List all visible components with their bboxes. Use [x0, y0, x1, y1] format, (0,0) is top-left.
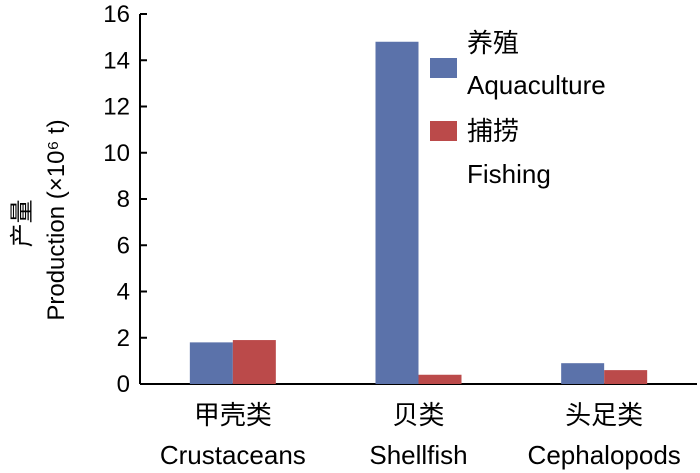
bar-fishing-shellfish	[418, 374, 462, 384]
x-category-label-en: Cephalopods	[528, 440, 681, 470]
legend-swatch-fishing	[430, 121, 457, 141]
bar-aquaculture-shellfish	[375, 41, 419, 384]
y-tick-label: 14	[103, 47, 130, 74]
bar-aquaculture-crustaceans	[189, 342, 233, 384]
y-tick-label: 0	[117, 371, 130, 398]
y-tick-label: 16	[103, 1, 130, 28]
y-axis-title-en: Production (×10⁶ t)	[43, 119, 70, 320]
bar-fishing-crustaceans	[232, 340, 276, 384]
y-tick-label: 10	[103, 140, 130, 167]
y-ticks: 0 2 4 6 8 10 12 14 16	[103, 1, 147, 398]
legend-label-cn: 养殖	[467, 28, 519, 58]
y-axis-title-cn: 产量	[9, 199, 36, 247]
x-category-label-cn: 贝类	[392, 400, 444, 430]
bars	[189, 41, 648, 384]
legend-label-cn: 捕捞	[467, 116, 519, 146]
y-tick-label: 12	[103, 94, 130, 121]
y-tick-label: 8	[117, 186, 130, 213]
x-category-label-en: Crustaceans	[160, 440, 306, 470]
y-tick-label: 4	[117, 279, 130, 306]
x-category-label-cn: 甲壳类	[194, 400, 272, 430]
legend-label-en: Aquaculture	[467, 70, 606, 100]
bar-fishing-cephalopods	[604, 370, 648, 384]
y-tick-label: 2	[117, 325, 130, 352]
legend-label-en: Fishing	[467, 159, 551, 189]
legend-swatch-aquaculture	[430, 58, 457, 78]
x-category-label-cn: 头足类	[565, 400, 643, 430]
x-category-labels: 甲壳类 Crustaceans 贝类 Shellfish 头足类 Cephalopods	[160, 400, 681, 470]
bar-aquaculture-cephalopods	[561, 363, 605, 384]
x-category-label-en: Shellfish	[369, 440, 467, 470]
y-axis-title: 产量 Production (×10⁶ t)	[9, 119, 70, 320]
y-tick-label: 6	[117, 232, 130, 259]
legend: 养殖 Aquaculture 捕捞 Fishing	[430, 28, 606, 189]
